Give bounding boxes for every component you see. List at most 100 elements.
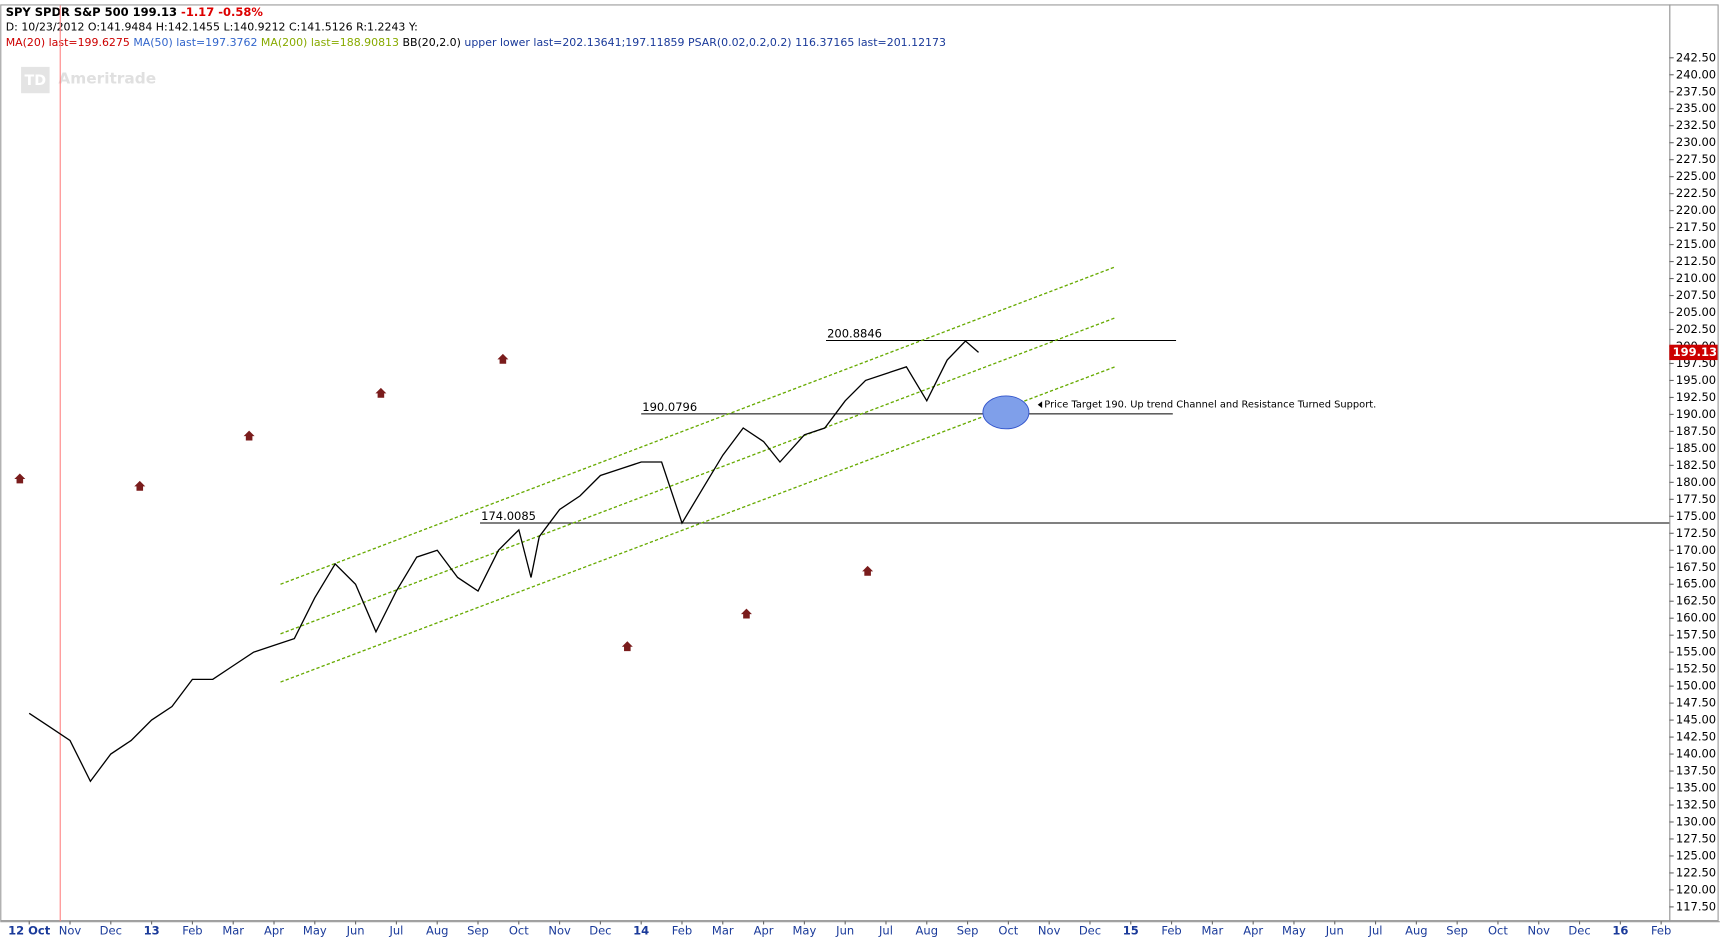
psar-marker [243, 430, 255, 441]
y-tick-label: 195.00 [1676, 373, 1716, 387]
y-tick-label: 202.50 [1676, 322, 1716, 336]
x-tick-label: 16 [1612, 924, 1628, 938]
y-tick-label: 137.50 [1676, 764, 1716, 778]
y-tick-label: 155.00 [1676, 645, 1716, 659]
psar-marker [740, 608, 752, 619]
y-tick-label: 125.00 [1676, 848, 1716, 862]
change-pct: -0.58% [218, 5, 263, 19]
y-tick-label: 150.00 [1676, 679, 1716, 693]
x-tick-label: Aug [916, 924, 938, 938]
y-tick-label: 232.50 [1676, 118, 1716, 132]
y-tick-label: 212.50 [1676, 254, 1716, 268]
x-tick-label: Oct [998, 924, 1018, 938]
psar-marker [134, 480, 146, 491]
y-tick-label: 157.50 [1676, 628, 1716, 642]
x-tick-label: 14 [633, 924, 649, 938]
trend-line [280, 366, 1116, 683]
x-tick-label: Sep [957, 924, 979, 938]
x-tick-label: Nov [59, 924, 82, 938]
y-tick-label: 170.00 [1676, 543, 1716, 557]
level-label: 174.0085 [481, 509, 536, 523]
y-tick-label: 122.50 [1676, 865, 1716, 879]
x-tick-label: Jul [388, 924, 403, 938]
y-tick-label: 207.50 [1676, 288, 1716, 302]
last-price-box [1669, 344, 1718, 361]
legend-item: MA(200) [261, 36, 307, 49]
y-tick-label: 190.00 [1676, 407, 1716, 421]
y-tick-label: 192.50 [1676, 390, 1716, 404]
x-tick-label: Oct [509, 924, 529, 938]
y-tick-label: 210.00 [1676, 271, 1716, 285]
legend-item: upper [464, 36, 497, 49]
x-tick-label: Feb [672, 924, 692, 938]
y-tick-label: 225.00 [1676, 169, 1716, 183]
psar-marker [375, 387, 387, 398]
y-tick-label: 182.50 [1676, 458, 1716, 472]
legend-item: MA(50) [133, 36, 172, 49]
plot-frame [0, 4, 1671, 922]
price-line [28, 340, 979, 783]
y-tick-label: 140.00 [1676, 747, 1716, 761]
x-tick-label: Feb [1161, 924, 1181, 938]
x-tick-label: May [1282, 924, 1306, 938]
y-tick-label: 127.50 [1676, 831, 1716, 845]
y-tick-label: 227.50 [1676, 152, 1716, 166]
legend-item: BB(20,2.0) [402, 36, 460, 49]
x-tick-label: Mar [222, 924, 244, 938]
y-tick-label: 222.50 [1676, 186, 1716, 200]
x-tick-label: Mar [712, 924, 734, 938]
x-tick-label: Apr [754, 924, 774, 938]
watermark: Ameritrade [58, 69, 156, 87]
y-tick-label: 165.00 [1676, 577, 1716, 591]
x-tick-label: Nov [1528, 924, 1551, 938]
x-tick-label: Mar [1202, 924, 1224, 938]
y-tick-label: 117.50 [1676, 899, 1716, 913]
legend-item: lower [500, 36, 530, 49]
x-tick-label: Feb [182, 924, 202, 938]
psar-marker [14, 473, 26, 484]
x-tick-label: Jun [1325, 924, 1344, 938]
x-tick-label: Dec [1568, 924, 1590, 938]
trend-line [280, 317, 1116, 635]
y-tick-label: 177.50 [1676, 492, 1716, 506]
x-tick-label: Jul [1368, 924, 1383, 938]
x-tick-label: Dec [100, 924, 122, 938]
x-tick-label: Jun [346, 924, 365, 938]
x-tick-label: 13 [144, 924, 160, 938]
level-label: 190.0796 [642, 400, 697, 414]
y-tick-label: 145.00 [1676, 713, 1716, 727]
y-tick-label: 185.00 [1676, 441, 1716, 455]
x-tick-label: 15 [1123, 924, 1139, 938]
y-axis-panel [1669, 4, 1719, 922]
legend-item: MA(20) [6, 36, 45, 49]
y-tick-label: 120.00 [1676, 882, 1716, 896]
y-tick-label: 220.00 [1676, 203, 1716, 217]
header-line: SPY SPDR S&P 500 199.13 -1.17 -0.58% [6, 5, 264, 19]
y-tick-label: 132.50 [1676, 798, 1716, 812]
y-tick-label: 187.50 [1676, 424, 1716, 438]
legend-item: last=188.90813 [311, 36, 399, 49]
target-ellipse [982, 395, 1030, 430]
x-tick-label: Jun [835, 924, 854, 938]
symbol: SPY SPDR S&P 500 [6, 5, 129, 19]
y-tick-label: 217.50 [1676, 220, 1716, 234]
psar-marker [862, 565, 874, 576]
x-tick-label: Oct [1488, 924, 1508, 938]
x-tick-label: Aug [1405, 924, 1427, 938]
y-tick-label: 147.50 [1676, 696, 1716, 710]
annotation-arrow [1037, 401, 1043, 408]
x-tick-label: Dec [589, 924, 611, 938]
y-tick-label: 162.50 [1676, 594, 1716, 608]
y-tick-label: 237.50 [1676, 84, 1716, 98]
y-tick-label: 180.00 [1676, 475, 1716, 489]
last-price: 199.13 [133, 5, 177, 19]
watermark-logo: TD [25, 73, 47, 89]
y-tick-label: 242.50 [1676, 50, 1716, 64]
x-tick-label: Feb [1651, 924, 1671, 938]
y-tick-label: 215.00 [1676, 237, 1716, 251]
change: -1.17 [181, 5, 214, 19]
x-tick-label: May [792, 924, 816, 938]
y-tick-label: 160.00 [1676, 611, 1716, 625]
x-tick-label: Aug [426, 924, 448, 938]
y-tick-label: 167.50 [1676, 560, 1716, 574]
